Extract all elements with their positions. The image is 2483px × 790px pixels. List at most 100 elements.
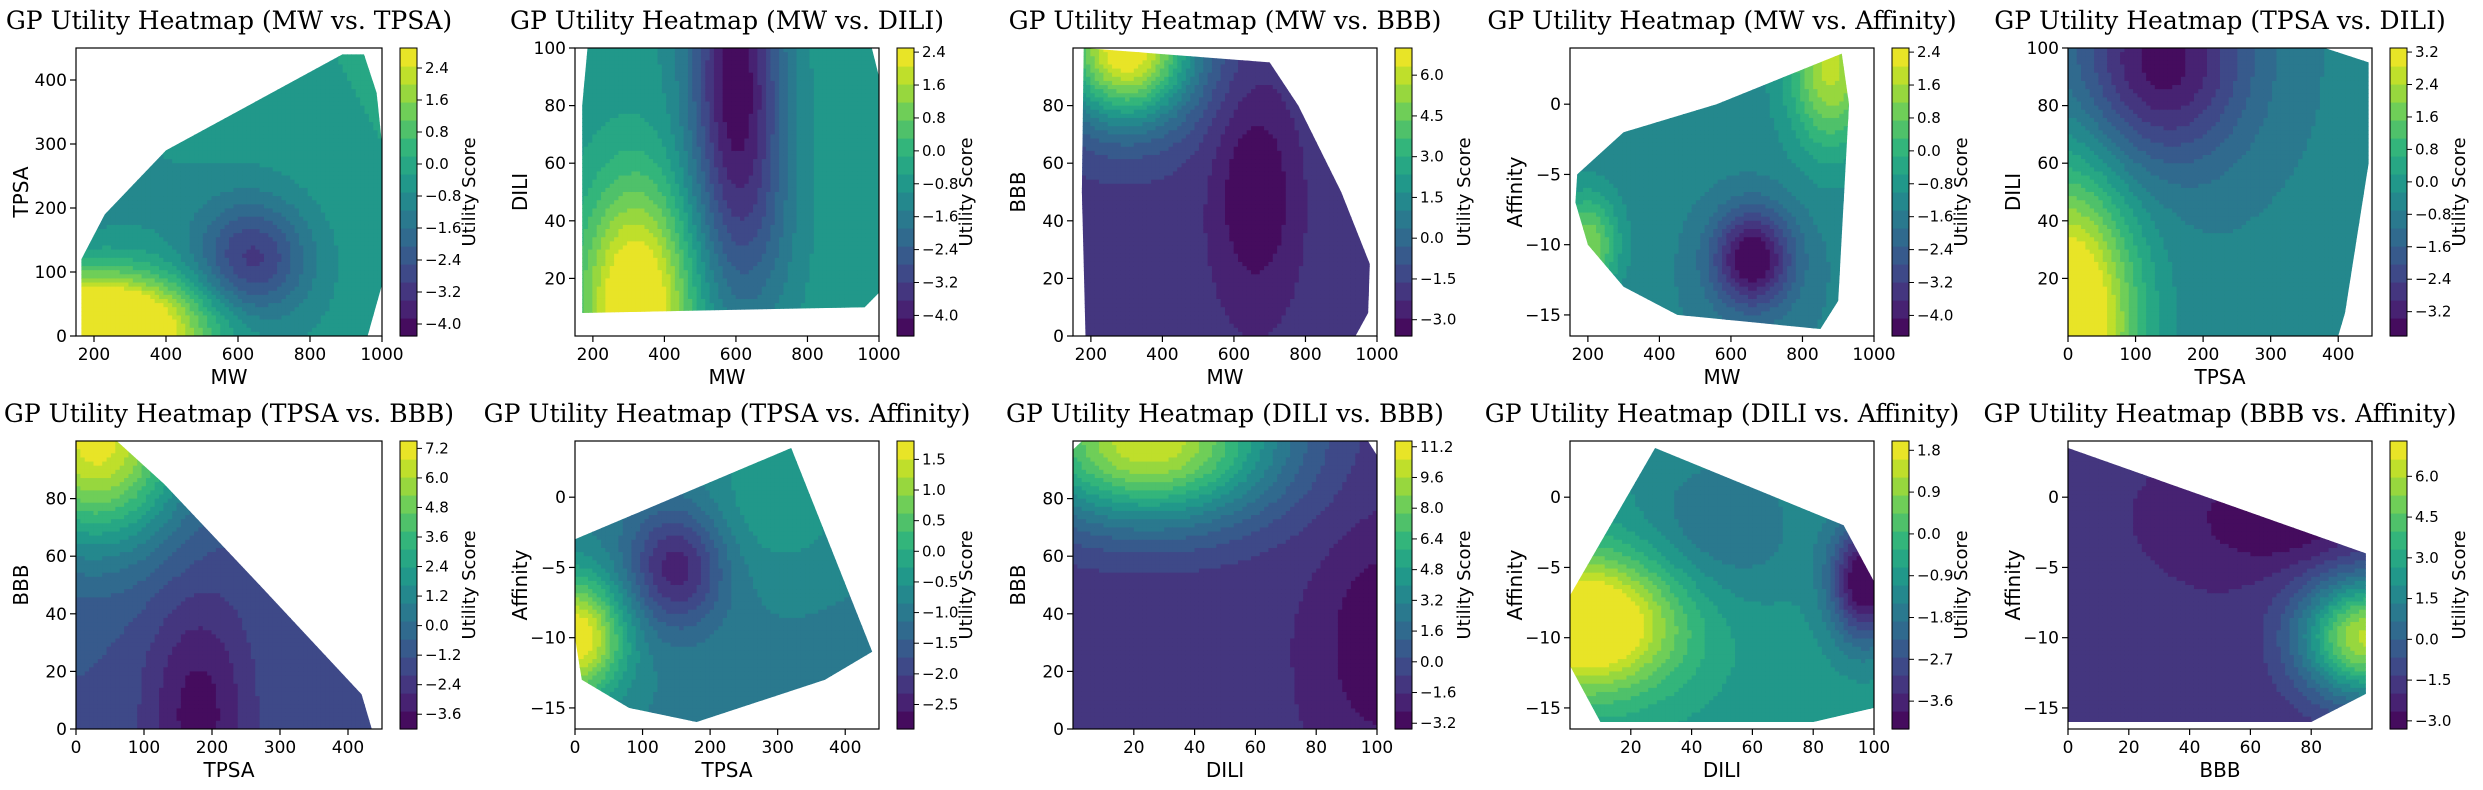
x-tick-label: 40 [1681, 738, 1703, 758]
colorbar-tick-label: 0.8 [1917, 109, 1941, 127]
colorbar-tick-label: 4.5 [2415, 508, 2439, 526]
x-axis-label: MW [1206, 365, 1243, 389]
y-tick-label: −10 [1525, 236, 1561, 256]
colorbar-tick-label: −0.8 [2415, 205, 2451, 223]
colorbar-tick-label: 3.6 [425, 528, 449, 546]
heatmap-field [76, 441, 372, 729]
colorbar-tick-label: −1.6 [1420, 684, 1456, 702]
colorbar-tick-label: 4.5 [1420, 107, 1444, 125]
colorbar-tick-label: −2.4 [922, 241, 958, 259]
x-tick-label: 400 [648, 345, 680, 365]
colorbar-tick-label: 2.4 [425, 558, 449, 576]
subplot-title: GP Utility Heatmap (BBB vs. Affinity) [1983, 399, 2456, 428]
colorbar-tick-label: −3.2 [425, 283, 461, 301]
x-tick-label: 200 [196, 738, 228, 758]
y-axis-label: BBB [9, 564, 33, 605]
y-tick-label: 80 [1042, 490, 1064, 510]
axes-frame [75, 47, 383, 337]
y-tick-label: 400 [35, 71, 67, 91]
colorbar-tick-label: −1.6 [1917, 208, 1953, 226]
x-tick-label: 400 [2322, 345, 2354, 365]
x-axis-label: TPSA [2193, 365, 2245, 389]
subplot-7: 0 100 200 300 400 −15 −10 −5 0 GP Utility Heatmap… [484, 399, 977, 782]
colorbar: 1.8 0.9 0.0 −0.9 −1.8 −2.7 −3.6 Utility Score [1891, 440, 1972, 730]
colorbar-tick-label: 1.2 [425, 587, 449, 605]
colorbar-tick-label: −0.8 [425, 187, 461, 205]
x-tick-label: 400 [1643, 345, 1675, 365]
colorbar-tick-label: 0.0 [2415, 630, 2439, 648]
subplot-title: GP Utility Heatmap (DILI vs. BBB) [1006, 399, 1444, 428]
colorbar-tick-label: −3.6 [1917, 692, 1953, 710]
y-tick-label: 80 [544, 97, 566, 117]
colorbar-tick-label: 7.2 [425, 439, 449, 457]
y-axis-label: BBB [1006, 171, 1030, 212]
colorbar-tick-label: 2.4 [2415, 76, 2439, 94]
colorbar-tick-label: 1.6 [1917, 76, 1941, 94]
x-tick-label: 1000 [857, 345, 900, 365]
heatmap-field [81, 54, 383, 337]
x-tick-label: 20 [2118, 738, 2140, 758]
y-tick-label: 0 [1053, 327, 1064, 347]
colorbar-tick-label: −1.6 [425, 219, 461, 237]
x-tick-label: 1000 [1852, 345, 1895, 365]
subplot-2: 200 400 600 800 1000 20 40 60 80 100 GP Utility He… [508, 6, 977, 389]
colorbar-tick-label: 1.5 [2415, 590, 2439, 608]
subplot-title: GP Utility Heatmap (TPSA vs. BBB) [4, 399, 454, 428]
x-tick-label: 0 [71, 738, 82, 758]
y-tick-label: 0 [1053, 720, 1064, 740]
colorbar-tick-label: 6.0 [1420, 66, 1444, 84]
colorbar-tick-label: 6.4 [1420, 530, 1444, 548]
y-tick-label: 60 [544, 154, 566, 174]
y-tick-label: 0 [1550, 488, 1561, 508]
y-tick-label: −15 [1525, 306, 1561, 326]
y-tick-label: −10 [530, 629, 566, 649]
heatmap-field [582, 48, 879, 313]
x-tick-label: 400 [150, 345, 182, 365]
colorbar-tick-label: 6.0 [2415, 467, 2439, 485]
colorbar-tick-label: −3.2 [1917, 274, 1953, 292]
y-tick-label: −5 [541, 558, 566, 578]
heatmap-field [575, 448, 873, 722]
x-tick-label: 200 [577, 345, 609, 365]
x-tick-label: 800 [1289, 345, 1321, 365]
colorbar-tick-label: −1.0 [922, 604, 958, 622]
y-tick-label: 20 [2037, 269, 2059, 289]
subplot-title: GP Utility Heatmap (DILI vs. Affinity) [1485, 399, 1959, 428]
colorbar: 2.4 1.6 0.8 0.0 −0.8 −1.6 −2.4 −3.2 −4.0 Utility … [399, 47, 480, 337]
x-tick-label: 200 [694, 738, 726, 758]
axes-frame [1072, 47, 1378, 337]
x-tick-label: 200 [2187, 345, 2219, 365]
x-tick-label: 80 [2300, 738, 2322, 758]
x-axis-label: TPSA [700, 758, 752, 782]
x-axis-label: BBB [2199, 758, 2240, 782]
colorbar-label: Utility Score [2449, 137, 2470, 246]
y-axis-label: Affinity [1503, 549, 1527, 620]
x-axis-label: DILI [1703, 758, 1741, 782]
axes-frame [1569, 440, 1875, 730]
y-tick-label: −15 [2023, 699, 2059, 719]
x-tick-label: 60 [1245, 738, 1267, 758]
heatmap-field [1073, 441, 1377, 729]
x-tick-label: 20 [1123, 738, 1145, 758]
colorbar-tick-label: 0.0 [2415, 173, 2439, 191]
y-tick-label: 40 [2037, 212, 2059, 232]
colorbar-tick-label: 4.8 [425, 498, 449, 516]
colorbar-tick-label: 1.6 [1420, 622, 1444, 640]
colorbar-tick-label: −0.8 [1917, 175, 1953, 193]
colorbar-tick-label: 3.0 [1420, 148, 1444, 166]
y-tick-label: 0 [1550, 95, 1561, 115]
x-tick-label: 600 [1218, 345, 1250, 365]
heatmap-field [1575, 53, 1849, 329]
colorbar-tick-label: −3.0 [1420, 311, 1456, 329]
x-tick-label: 800 [294, 345, 326, 365]
colorbar-tick-label: −1.6 [2415, 238, 2451, 256]
y-tick-label: −10 [2023, 629, 2059, 649]
subplot-9: 20 40 60 80 100 −15 −10 −5 0 GP Utility Heatmap (… [1485, 399, 1972, 782]
x-tick-label: 300 [264, 738, 296, 758]
colorbar: 1.5 1.0 0.5 0.0 −0.5 −1.0 −1.5 −2.0 −2.5 Utility … [896, 440, 977, 730]
y-tick-label: 20 [1042, 662, 1064, 682]
colorbar-tick-label: 0.5 [922, 512, 946, 530]
colorbar-tick-label: −1.5 [2415, 671, 2451, 689]
colorbar-tick-label: 1.6 [425, 91, 449, 109]
